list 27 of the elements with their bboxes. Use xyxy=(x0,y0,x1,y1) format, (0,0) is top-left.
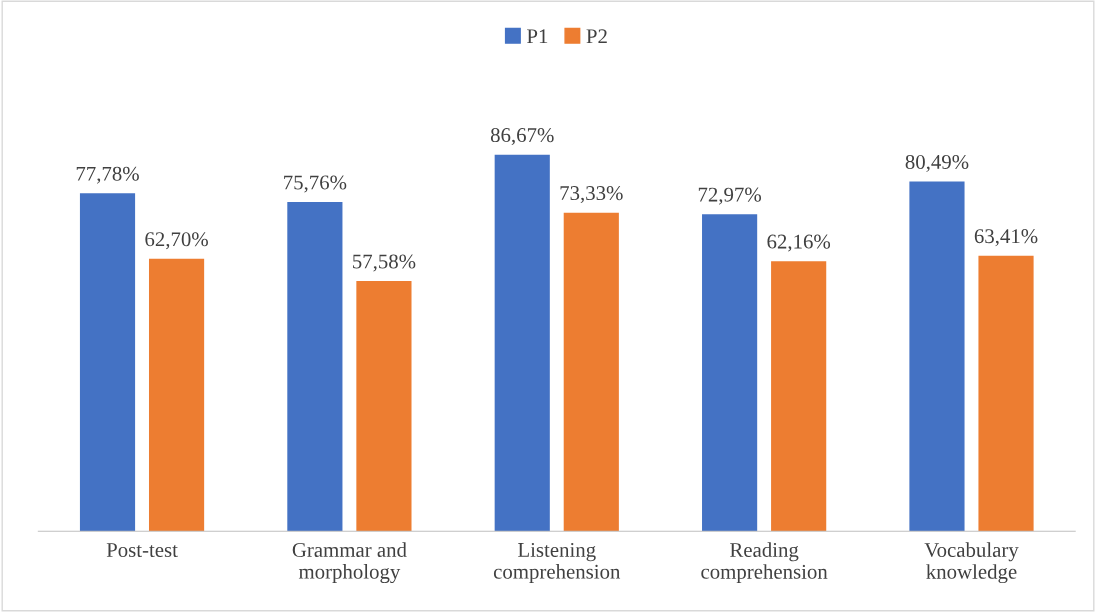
data-label: 73,33% xyxy=(560,186,623,204)
data-label: 62,16% xyxy=(767,234,831,252)
data-label: 57,58% xyxy=(353,254,416,272)
x-tick-label: Post-test xyxy=(106,543,178,557)
x-tick-label: Reading comprehension xyxy=(701,542,828,584)
bar xyxy=(909,181,965,532)
bar xyxy=(494,154,550,532)
bar xyxy=(771,261,827,532)
x-tick-label: Vocabulary knowledge xyxy=(924,542,1019,584)
data-label: 75,76% xyxy=(284,175,347,193)
bar xyxy=(978,255,1034,532)
legend-label: P2 xyxy=(586,29,607,44)
data-label: 62,70% xyxy=(145,232,208,250)
legend-label: P1 xyxy=(527,29,548,44)
data-label: 63,41% xyxy=(974,229,1038,247)
x-tick-label: Listening comprehension xyxy=(493,542,621,583)
bar xyxy=(702,214,758,532)
data-label: 72,97% xyxy=(698,187,762,205)
bar xyxy=(148,258,205,532)
bar xyxy=(79,193,136,532)
bar xyxy=(287,202,343,532)
data-label: 77,78% xyxy=(76,166,139,184)
data-label: 80,49% xyxy=(905,154,969,172)
x-tick-label: Grammar and morphology xyxy=(292,542,407,584)
bar xyxy=(356,281,412,532)
bar xyxy=(563,212,619,532)
data-label: 86,67% xyxy=(490,128,554,146)
